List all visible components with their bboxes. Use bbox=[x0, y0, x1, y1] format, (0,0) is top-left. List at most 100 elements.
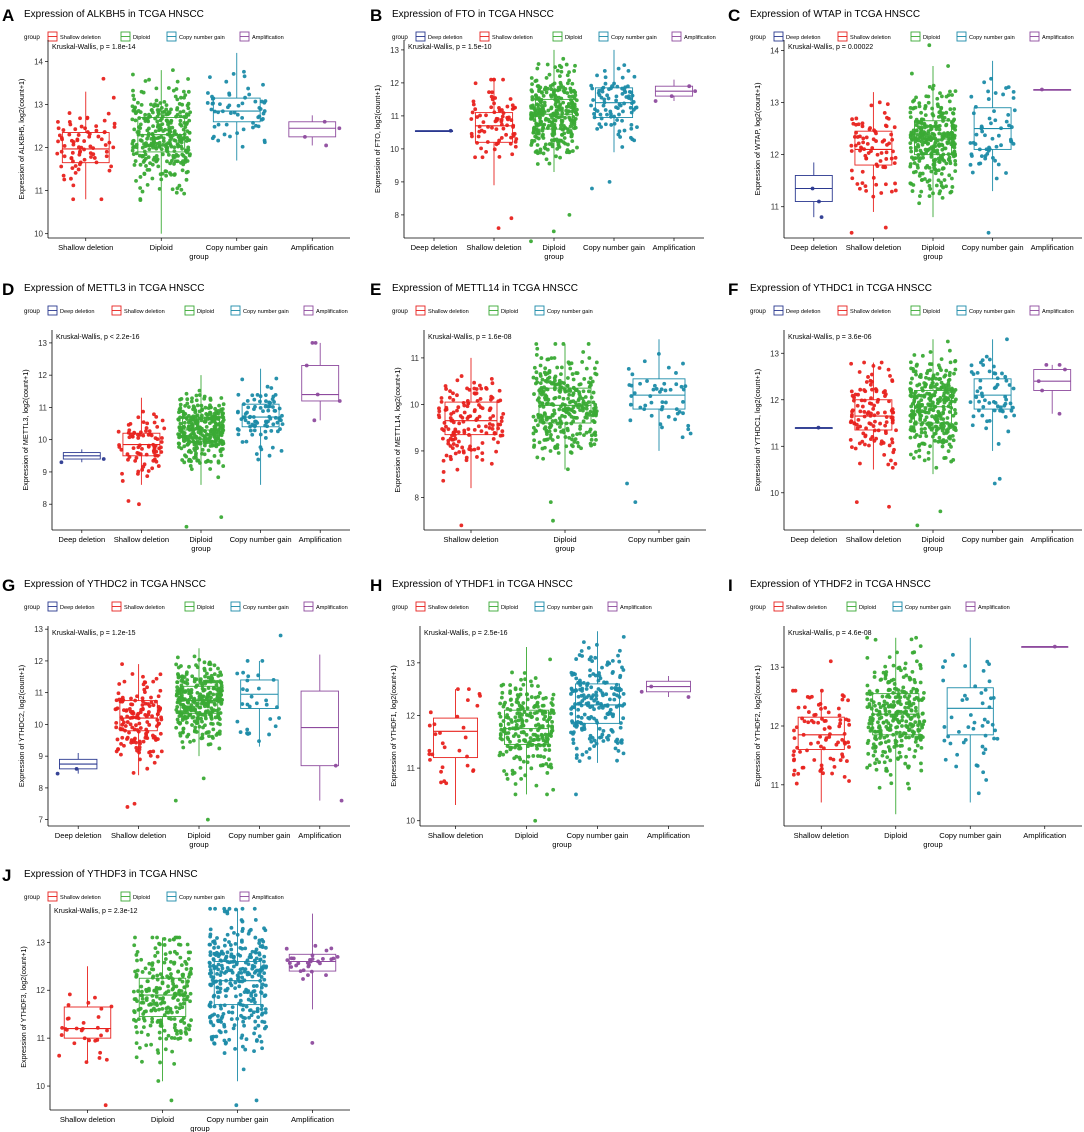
data-point bbox=[642, 359, 647, 364]
data-point bbox=[812, 758, 817, 762]
data-point bbox=[589, 395, 594, 400]
data-point bbox=[149, 102, 153, 107]
data-point bbox=[595, 701, 600, 706]
data-point bbox=[584, 695, 589, 700]
data-point bbox=[158, 101, 163, 105]
data-point bbox=[155, 103, 160, 108]
data-point bbox=[558, 126, 563, 131]
data-point bbox=[934, 183, 939, 188]
data-point bbox=[559, 372, 563, 377]
data-point bbox=[518, 765, 523, 770]
data-point bbox=[542, 385, 547, 390]
data-point bbox=[504, 749, 509, 754]
data-point bbox=[532, 438, 537, 443]
box-group: Shallow deletion bbox=[846, 360, 901, 544]
data-point bbox=[545, 792, 549, 797]
data-point bbox=[472, 409, 477, 414]
data-point bbox=[594, 360, 599, 365]
data-point bbox=[605, 93, 610, 98]
data-point bbox=[570, 94, 575, 99]
data-point bbox=[908, 110, 913, 115]
data-point bbox=[136, 100, 140, 105]
data-point bbox=[184, 115, 188, 119]
data-point bbox=[191, 436, 196, 441]
legend-label: Amplification bbox=[620, 605, 652, 611]
data-point bbox=[886, 116, 891, 121]
data-point bbox=[847, 745, 851, 749]
data-point bbox=[508, 747, 513, 752]
data-point bbox=[174, 190, 179, 195]
data-point bbox=[609, 686, 614, 690]
data-point bbox=[577, 402, 582, 407]
data-point bbox=[563, 414, 567, 419]
data-point bbox=[549, 433, 553, 437]
data-point bbox=[182, 132, 187, 137]
legend-title: group bbox=[392, 34, 408, 41]
data-point bbox=[538, 404, 542, 408]
data-point bbox=[803, 705, 807, 710]
legend-item: Copy number gain bbox=[534, 305, 593, 316]
data-point bbox=[893, 188, 898, 193]
data-point bbox=[920, 133, 924, 138]
data-point bbox=[617, 695, 622, 699]
box-group: Copy number gain bbox=[962, 60, 1024, 252]
data-point bbox=[871, 137, 876, 142]
data-point bbox=[1011, 89, 1016, 94]
data-point bbox=[856, 392, 860, 397]
data-point bbox=[617, 648, 622, 653]
data-point bbox=[155, 424, 160, 429]
data-point bbox=[572, 69, 577, 73]
data-point bbox=[491, 436, 496, 441]
data-point bbox=[227, 91, 232, 96]
data-point bbox=[592, 744, 596, 749]
data-point bbox=[544, 76, 549, 80]
data-point bbox=[870, 379, 875, 384]
data-point bbox=[569, 121, 574, 126]
data-point bbox=[195, 420, 200, 425]
data-point bbox=[952, 371, 956, 376]
data-point bbox=[532, 118, 537, 123]
data-point bbox=[203, 710, 208, 715]
data-point bbox=[897, 730, 902, 735]
data-point bbox=[166, 110, 171, 115]
legend-label: Deep deletion bbox=[428, 35, 463, 41]
data-point bbox=[158, 688, 163, 693]
data-point bbox=[908, 676, 913, 681]
data-point bbox=[821, 771, 825, 776]
data-point bbox=[872, 675, 877, 679]
data-point bbox=[427, 723, 432, 728]
data-point bbox=[883, 182, 888, 187]
data-point bbox=[146, 444, 151, 449]
data-point bbox=[502, 729, 506, 734]
x-tick-label: Diploid bbox=[515, 831, 538, 840]
data-point bbox=[552, 89, 556, 94]
data-point bbox=[860, 181, 865, 185]
data-point bbox=[123, 728, 127, 733]
data-point bbox=[908, 452, 913, 457]
data-point bbox=[975, 370, 980, 375]
data-point bbox=[589, 103, 593, 108]
data-point bbox=[253, 99, 258, 104]
data-point bbox=[437, 409, 442, 414]
data-point bbox=[939, 380, 944, 385]
data-point bbox=[499, 108, 504, 112]
data-point bbox=[552, 387, 557, 392]
data-point bbox=[174, 693, 179, 698]
data-point bbox=[185, 434, 190, 439]
data-point bbox=[126, 457, 130, 462]
data-point bbox=[273, 415, 278, 420]
data-point bbox=[267, 453, 272, 458]
data-point bbox=[216, 415, 221, 420]
data-point bbox=[980, 129, 985, 134]
legend-item: Copy number gain bbox=[598, 31, 657, 42]
data-point bbox=[263, 99, 268, 103]
data-point bbox=[576, 444, 581, 449]
data-point bbox=[532, 365, 537, 370]
data-point bbox=[662, 381, 667, 386]
data-point bbox=[869, 727, 874, 732]
data-point bbox=[536, 754, 540, 758]
data-point bbox=[161, 136, 166, 141]
data-point bbox=[498, 433, 503, 438]
data-point bbox=[542, 743, 546, 748]
data-point bbox=[556, 435, 560, 439]
